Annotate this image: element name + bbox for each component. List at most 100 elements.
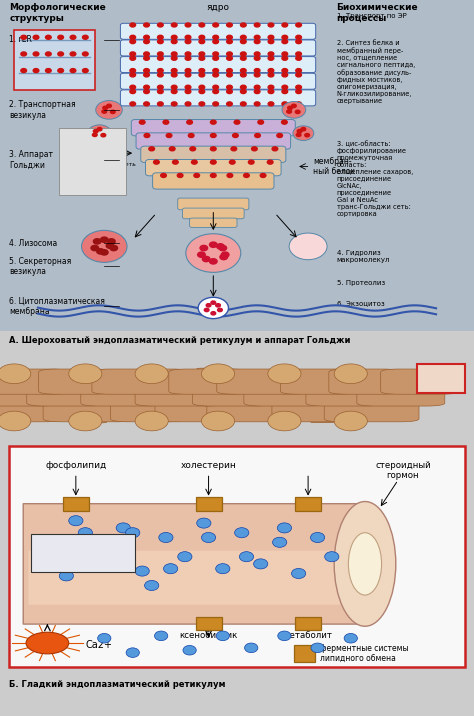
- Circle shape: [254, 73, 260, 77]
- Ellipse shape: [254, 559, 268, 569]
- Text: 2. Синтез белка и
мембранный пере-
нос, отщепление
сигнального пептида,
образова: 2. Синтез белка и мембранный пере- нос, …: [337, 40, 415, 104]
- Circle shape: [254, 39, 260, 44]
- Circle shape: [130, 85, 136, 90]
- Circle shape: [255, 133, 260, 137]
- Ellipse shape: [183, 645, 196, 655]
- Ellipse shape: [334, 364, 367, 384]
- Circle shape: [254, 35, 260, 39]
- Circle shape: [213, 52, 219, 56]
- Circle shape: [213, 102, 219, 106]
- Circle shape: [200, 246, 208, 251]
- Circle shape: [185, 23, 191, 27]
- Circle shape: [144, 90, 149, 94]
- Ellipse shape: [292, 569, 306, 579]
- Ellipse shape: [235, 528, 249, 538]
- FancyBboxPatch shape: [207, 397, 295, 422]
- Circle shape: [157, 39, 163, 44]
- Circle shape: [234, 120, 240, 124]
- Circle shape: [227, 35, 232, 39]
- Ellipse shape: [50, 551, 64, 562]
- Circle shape: [282, 85, 288, 90]
- Ellipse shape: [0, 364, 31, 384]
- Circle shape: [185, 39, 191, 44]
- Text: мембран-
ный белок: мембран- ный белок: [313, 157, 355, 176]
- Circle shape: [93, 130, 98, 133]
- FancyBboxPatch shape: [367, 398, 391, 420]
- Bar: [295, 617, 321, 631]
- Circle shape: [211, 311, 216, 315]
- Ellipse shape: [59, 571, 73, 581]
- Circle shape: [227, 90, 232, 94]
- FancyBboxPatch shape: [135, 381, 224, 406]
- FancyBboxPatch shape: [131, 120, 295, 136]
- Circle shape: [296, 90, 301, 94]
- Circle shape: [21, 69, 27, 72]
- Circle shape: [26, 632, 69, 654]
- FancyBboxPatch shape: [155, 397, 228, 422]
- Circle shape: [46, 52, 51, 56]
- Bar: [417, 364, 465, 394]
- Circle shape: [172, 23, 177, 27]
- Text: метаболит: метаболит: [283, 631, 333, 640]
- Circle shape: [58, 35, 64, 39]
- Circle shape: [149, 147, 155, 151]
- Circle shape: [130, 69, 136, 72]
- Circle shape: [157, 52, 163, 56]
- Ellipse shape: [201, 364, 235, 384]
- FancyBboxPatch shape: [141, 146, 286, 163]
- Circle shape: [172, 35, 177, 39]
- Circle shape: [296, 69, 301, 72]
- Circle shape: [21, 35, 27, 39]
- Ellipse shape: [278, 631, 291, 641]
- Circle shape: [210, 160, 216, 164]
- FancyBboxPatch shape: [110, 397, 186, 422]
- FancyBboxPatch shape: [31, 534, 135, 572]
- Text: 6. Цитоплазматическая
мембрана: 6. Цитоплазматическая мембрана: [9, 296, 105, 316]
- Circle shape: [58, 69, 64, 72]
- Circle shape: [97, 127, 102, 131]
- Circle shape: [199, 69, 205, 72]
- Circle shape: [296, 73, 301, 77]
- Circle shape: [268, 85, 274, 90]
- Circle shape: [144, 102, 149, 106]
- Circle shape: [227, 85, 232, 90]
- Circle shape: [227, 73, 232, 77]
- FancyBboxPatch shape: [306, 381, 383, 406]
- Circle shape: [130, 52, 136, 56]
- Circle shape: [157, 69, 163, 72]
- Circle shape: [213, 73, 219, 77]
- Circle shape: [254, 85, 260, 90]
- Ellipse shape: [78, 528, 92, 538]
- Ellipse shape: [88, 542, 102, 552]
- Circle shape: [82, 231, 127, 262]
- Circle shape: [219, 246, 227, 251]
- Circle shape: [172, 90, 177, 94]
- Circle shape: [213, 23, 219, 27]
- FancyBboxPatch shape: [27, 381, 107, 406]
- Circle shape: [21, 52, 27, 56]
- Circle shape: [254, 69, 260, 72]
- Ellipse shape: [126, 648, 139, 657]
- Circle shape: [144, 35, 149, 39]
- Circle shape: [46, 69, 51, 72]
- Ellipse shape: [135, 364, 168, 384]
- FancyBboxPatch shape: [381, 369, 459, 395]
- Circle shape: [211, 301, 216, 304]
- FancyBboxPatch shape: [81, 381, 164, 406]
- Circle shape: [172, 102, 177, 106]
- Circle shape: [210, 147, 216, 151]
- FancyBboxPatch shape: [43, 397, 135, 422]
- Circle shape: [172, 52, 177, 56]
- FancyBboxPatch shape: [244, 381, 328, 406]
- Circle shape: [97, 248, 104, 254]
- Circle shape: [185, 57, 191, 60]
- Circle shape: [240, 85, 246, 90]
- Ellipse shape: [334, 411, 367, 431]
- Ellipse shape: [69, 411, 102, 431]
- Circle shape: [227, 69, 232, 72]
- Circle shape: [70, 69, 76, 72]
- FancyBboxPatch shape: [192, 381, 272, 406]
- Circle shape: [33, 35, 39, 39]
- Circle shape: [252, 147, 257, 151]
- Text: 4. Лизосома: 4. Лизосома: [9, 238, 58, 248]
